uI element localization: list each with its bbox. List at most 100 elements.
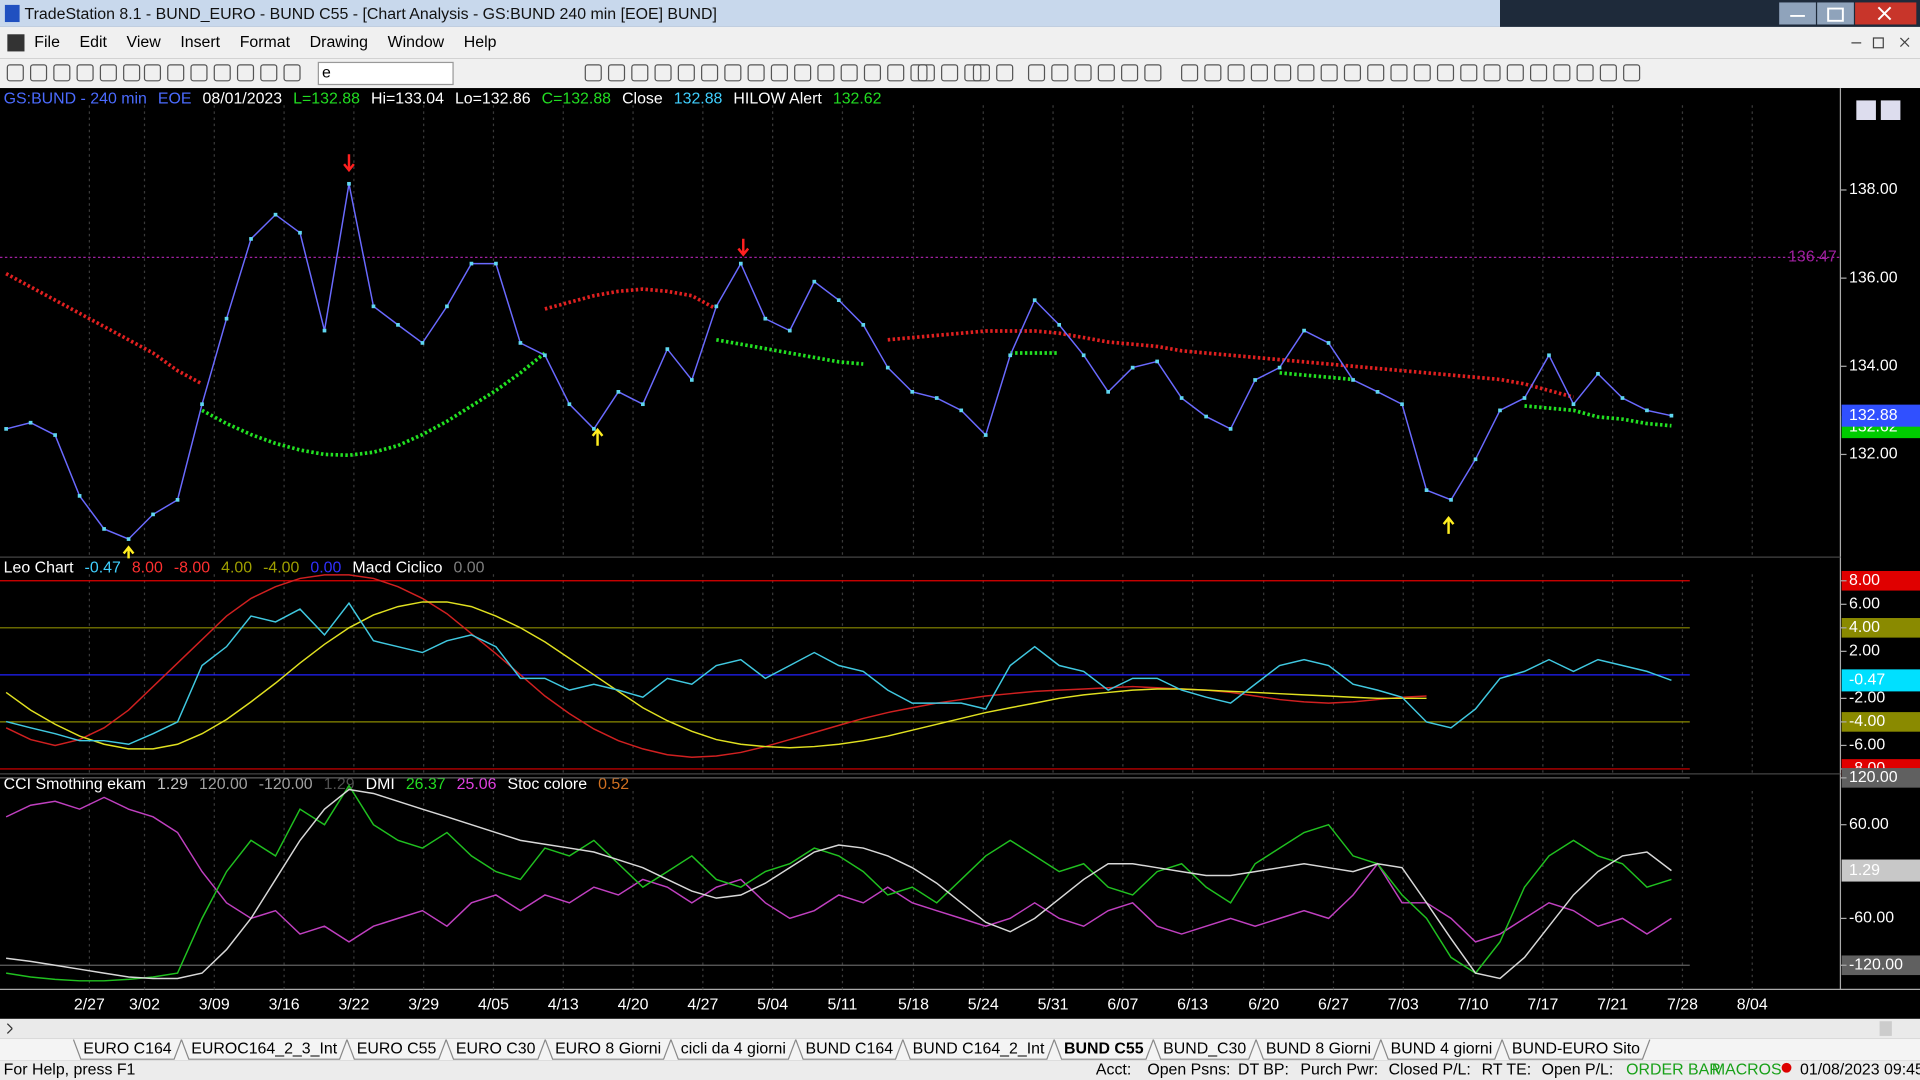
price-point bbox=[714, 304, 719, 309]
tool-icon[interactable] bbox=[1343, 64, 1362, 82]
tool-icon[interactable] bbox=[747, 64, 765, 82]
horizontal-scrollbar[interactable] bbox=[0, 1018, 1920, 1039]
tool-icon[interactable] bbox=[840, 64, 858, 82]
tool-icon[interactable] bbox=[1367, 64, 1385, 82]
tool-icon[interactable] bbox=[1250, 64, 1268, 82]
tool-icon[interactable] bbox=[190, 64, 208, 82]
sheet-tab[interactable]: EURO C55 bbox=[357, 1041, 437, 1058]
tool-icon[interactable] bbox=[654, 64, 672, 82]
tool-icon[interactable] bbox=[1204, 64, 1222, 82]
price-point bbox=[1277, 365, 1282, 370]
minimize-button[interactable] bbox=[1779, 2, 1816, 25]
tool-icon[interactable] bbox=[584, 64, 602, 82]
sheet-tab[interactable]: cicli da 4 giorni bbox=[681, 1041, 786, 1058]
tool-icon[interactable] bbox=[917, 64, 935, 82]
menu-item[interactable]: Drawing bbox=[310, 34, 368, 51]
menu-item[interactable]: Window bbox=[388, 34, 445, 51]
tool-icon[interactable] bbox=[1074, 64, 1092, 82]
symbol-combo[interactable] bbox=[317, 61, 454, 86]
menu-item[interactable]: Edit bbox=[80, 34, 108, 51]
tool-icon[interactable] bbox=[1051, 64, 1069, 82]
order-bar[interactable]: ORDER BAR bbox=[1626, 1061, 1721, 1078]
pane-restore[interactable] bbox=[1880, 100, 1901, 120]
sheet-tab[interactable]: BUND 8 Giorni bbox=[1266, 1041, 1371, 1058]
sheet-tab[interactable]: EUROC164_2_3_Int bbox=[191, 1041, 337, 1058]
tool-icon[interactable] bbox=[1483, 64, 1501, 82]
tool-icon[interactable] bbox=[631, 64, 649, 82]
tool-icon[interactable] bbox=[99, 64, 117, 82]
legend-text: Leo Chart bbox=[4, 559, 74, 576]
tool-icon[interactable] bbox=[1274, 64, 1292, 82]
macros[interactable]: MACROS bbox=[1712, 1061, 1782, 1078]
tool-icon[interactable] bbox=[260, 64, 278, 82]
sheet-tab[interactable]: BUND C55 bbox=[1064, 1041, 1144, 1058]
tool-icon[interactable] bbox=[1297, 64, 1315, 82]
pane-minimize[interactable] bbox=[1856, 100, 1876, 120]
sheet-tab[interactable]: BUND_C30 bbox=[1163, 1041, 1246, 1058]
tool-icon[interactable] bbox=[1181, 64, 1199, 82]
tool-icon[interactable] bbox=[213, 64, 231, 82]
tool-icon[interactable] bbox=[30, 64, 48, 82]
tool-icon[interactable] bbox=[1623, 64, 1641, 82]
tool-icon[interactable] bbox=[1144, 64, 1162, 82]
tool-icon[interactable] bbox=[770, 64, 788, 82]
tool-icon[interactable] bbox=[123, 64, 141, 82]
tool-icon[interactable] bbox=[76, 64, 94, 82]
last-value-box bbox=[1841, 404, 1920, 427]
sheet-tab[interactable]: EURO C30 bbox=[456, 1041, 536, 1058]
sheet-tab[interactable]: EURO 8 Giorni bbox=[555, 1041, 661, 1058]
sheet-tab[interactable]: BUND-EURO Sito bbox=[1512, 1041, 1640, 1058]
menu-item[interactable]: File bbox=[34, 34, 60, 51]
price-point bbox=[1130, 365, 1135, 370]
tool-icon[interactable] bbox=[167, 64, 185, 82]
menu-item[interactable]: View bbox=[127, 34, 162, 51]
sheet-tab[interactable]: BUND 4 giorni bbox=[1391, 1041, 1493, 1058]
tool-icon[interactable] bbox=[1390, 64, 1408, 82]
tool-icon[interactable] bbox=[1553, 64, 1571, 82]
tool-icon[interactable] bbox=[701, 64, 719, 82]
menu-item[interactable]: Help bbox=[464, 34, 497, 51]
tool-icon[interactable] bbox=[1413, 64, 1431, 82]
tool-icon[interactable] bbox=[1436, 64, 1455, 82]
tool-icon[interactable] bbox=[283, 64, 301, 82]
tool-icon[interactable] bbox=[1530, 64, 1548, 82]
tool-icon[interactable] bbox=[1576, 64, 1594, 82]
tool-icon[interactable] bbox=[863, 64, 882, 82]
sheet-tab[interactable]: EURO C164 bbox=[83, 1041, 172, 1058]
mdi-buttons[interactable] bbox=[1851, 37, 1910, 49]
menu-item[interactable]: Format bbox=[240, 34, 291, 51]
menu-item[interactable]: Insert bbox=[180, 34, 220, 51]
chart-area bbox=[0, 88, 1920, 1019]
tool-icon[interactable] bbox=[887, 64, 905, 82]
tool-icon[interactable] bbox=[1599, 64, 1617, 82]
scroll-left[interactable] bbox=[6, 1023, 13, 1034]
scroll-thumb[interactable] bbox=[1879, 1021, 1892, 1036]
tool-icon[interactable] bbox=[1121, 64, 1139, 82]
tool-icon[interactable] bbox=[143, 64, 162, 82]
tool-icon[interactable] bbox=[794, 64, 812, 82]
tool-icon[interactable] bbox=[236, 64, 255, 82]
maximize-button[interactable] bbox=[1817, 2, 1854, 25]
symbol-combo-text[interactable]: e bbox=[322, 65, 331, 82]
tool-icon[interactable] bbox=[1027, 64, 1046, 82]
tool-icon[interactable] bbox=[724, 64, 742, 82]
tool-icon[interactable] bbox=[607, 64, 626, 82]
tool-icon[interactable] bbox=[1320, 64, 1338, 82]
tool-icon[interactable] bbox=[6, 64, 24, 82]
tool-icon[interactable] bbox=[1227, 64, 1245, 82]
tool-icon[interactable] bbox=[1460, 64, 1478, 82]
tool-icon[interactable] bbox=[941, 64, 959, 82]
tab-outline bbox=[670, 1039, 797, 1060]
sheet-tab[interactable]: BUND C164_2_Int bbox=[913, 1041, 1045, 1058]
tool-icon[interactable] bbox=[53, 64, 71, 82]
sheet-tab[interactable]: BUND C164 bbox=[806, 1041, 894, 1058]
tool-icon[interactable] bbox=[996, 64, 1014, 82]
tool-icon[interactable] bbox=[1506, 64, 1524, 82]
tool-icon[interactable] bbox=[972, 64, 990, 82]
tool-icon[interactable] bbox=[817, 64, 835, 82]
tool-icon[interactable] bbox=[964, 64, 982, 82]
tool-icon[interactable] bbox=[677, 64, 695, 82]
tool-icon[interactable] bbox=[1097, 64, 1115, 82]
legend-text: L=132.88 bbox=[293, 90, 360, 107]
